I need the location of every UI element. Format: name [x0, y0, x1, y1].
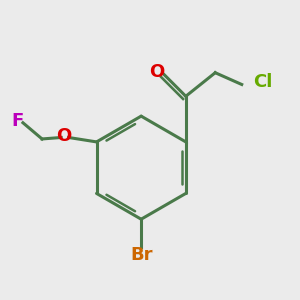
Text: F: F — [11, 112, 24, 130]
Text: Br: Br — [130, 246, 152, 264]
Text: O: O — [56, 127, 72, 145]
Text: O: O — [150, 63, 165, 81]
Text: Cl: Cl — [254, 73, 273, 91]
